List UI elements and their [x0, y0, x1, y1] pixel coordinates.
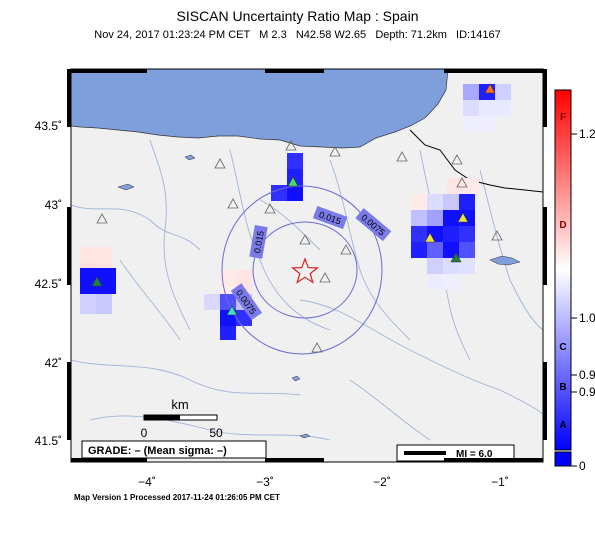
latitude-labels: 43.5˚ 43˚ 42.5˚ 42˚ 41.5˚ — [35, 119, 62, 448]
lat-tick-label: 41.5˚ — [35, 434, 62, 448]
grade-label-C: C — [559, 342, 566, 353]
lakes — [117, 154, 521, 439]
station-marker — [285, 140, 297, 151]
lat-tick-label: 43.5˚ — [35, 119, 62, 133]
colorbar-tick-label: 0 — [579, 459, 586, 473]
grade-box: GRADE: – (Mean sigma: –) — [81, 440, 267, 459]
station-marker-triggered — [226, 305, 238, 316]
lon-tick-label: −4˚ — [138, 475, 156, 489]
contour-lines — [221, 185, 383, 355]
colorbar-tick-label: 1.0 — [579, 311, 595, 325]
station-marker-triggered — [450, 252, 462, 263]
station-marker-triggered — [457, 212, 469, 223]
svg-text:km: km — [171, 397, 188, 412]
colorbar-tick-label: 1.2 — [579, 127, 595, 141]
station-marker — [214, 158, 226, 169]
station-marker — [491, 230, 503, 241]
station-marker — [329, 146, 341, 157]
scale-bar: km 0 50 — [141, 397, 223, 440]
grade-label-A: A — [559, 420, 566, 431]
station-marker — [311, 342, 323, 353]
station-marker — [264, 203, 276, 214]
colorbar-tick-label: 0.9 — [579, 368, 595, 382]
lat-tick-label: 43˚ — [45, 198, 62, 212]
colorbar: F D C B A 1.2 1.0 0.9 0.9 0 — [554, 89, 595, 473]
station-marker — [96, 213, 108, 224]
station-marker — [299, 234, 311, 245]
grade-label-F: F — [560, 112, 566, 123]
map-title: SISCAN Uncertainty Ratio Map : Spain — [176, 8, 419, 24]
station-marker-triggered — [91, 276, 103, 287]
scale-tick-label: 50 — [209, 426, 223, 440]
lon-tick-label: −3˚ — [256, 475, 274, 489]
station-marker — [451, 154, 463, 165]
stations — [91, 83, 503, 353]
colorbar-zero-swatch — [554, 451, 572, 467]
grade-label-B: B — [559, 382, 566, 393]
grade-label-D: D — [559, 220, 566, 231]
station-marker — [340, 244, 352, 255]
scale-tick-label: 0 — [141, 426, 148, 440]
processing-footer: Map Version 1 Processed 2017-11-24 01:26… — [74, 493, 280, 502]
station-marker-triggered — [424, 232, 436, 243]
mi-text: MI = 6.0 — [456, 449, 493, 460]
grade-text: GRADE: – (Mean sigma: –) — [88, 445, 227, 457]
contour-label: 0.015 — [252, 230, 266, 254]
epicenter-star-icon — [290, 257, 320, 284]
colorbar-gradient — [554, 89, 572, 451]
lon-tick-label: −1˚ — [491, 475, 509, 489]
colorbar-tick-label: 0.9 — [579, 385, 595, 399]
station-marker — [319, 272, 331, 283]
longitude-labels: −4˚ −3˚ −2˚ −1˚ — [138, 475, 509, 489]
station-marker — [396, 151, 408, 162]
lat-tick-label: 42˚ — [45, 356, 62, 370]
station-marker — [227, 198, 239, 209]
station-marker — [456, 177, 468, 188]
sea-area — [71, 69, 449, 149]
lat-tick-label: 42.5˚ — [35, 277, 62, 291]
lon-tick-label: −2˚ — [373, 475, 391, 489]
map-frame — [67, 68, 547, 463]
station-marker-triggered — [287, 176, 299, 187]
event-info: Nov 24, 2017 01:23:24 PM CET M 2.3 N42.5… — [94, 29, 501, 41]
station-marker-triggered — [484, 83, 496, 94]
